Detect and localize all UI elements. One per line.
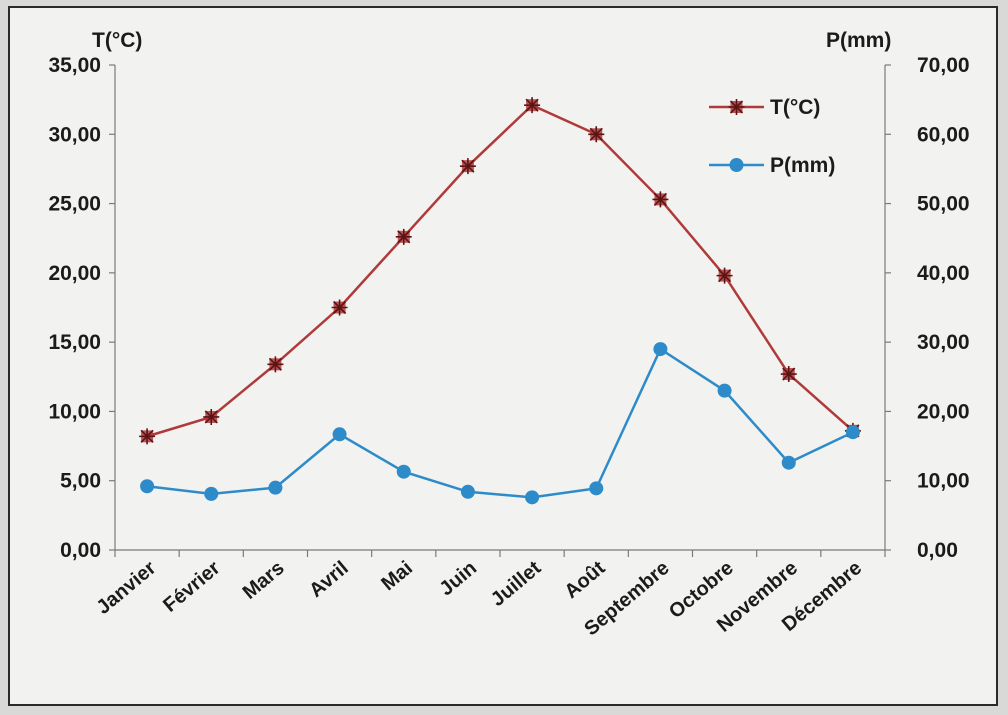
series-point-mark-0 [588, 126, 605, 143]
x-category-label: Février [159, 557, 224, 617]
right-axis-title: P(mm) [826, 29, 891, 52]
x-category-label: Mai [377, 557, 417, 595]
x-category-label: Juin [435, 557, 481, 600]
x-category-label: Août [560, 557, 609, 603]
series-point-1 [140, 479, 155, 494]
right-tick-label: 40,00 [917, 262, 970, 285]
series-point-mark-0 [267, 356, 284, 373]
series-line-1 [146, 347, 854, 499]
series-point-1 [653, 342, 668, 357]
series-point-mark-0 [331, 299, 348, 316]
series-point-1 [781, 455, 796, 470]
series-point-mark-0 [780, 366, 797, 383]
left-tick-label: 35,00 [48, 54, 101, 77]
series-point-1 [268, 480, 283, 495]
series-point-1 [845, 425, 860, 440]
left-tick-label: 15,00 [48, 331, 101, 354]
series-point-mark-0 [139, 428, 156, 445]
series-point-1 [396, 464, 411, 479]
chart-frame [8, 6, 998, 706]
legend-label-0: T(°C) [770, 96, 820, 119]
series-point-mark-0 [652, 191, 669, 208]
series-layer [139, 97, 861, 505]
series-point-mark-0 [716, 267, 733, 284]
axes: 0,00 5,00 10,00 15,00 20,00 25,00 30,00 35,00 0,… [48, 29, 969, 640]
left-tick-label: 20,00 [48, 262, 101, 285]
right-tick-label: 0,00 [917, 539, 958, 562]
x-category-label: Avril [305, 557, 353, 602]
right-tick-label: 20,00 [917, 400, 970, 423]
series-point-1 [204, 486, 219, 501]
right-tick-label: 10,00 [917, 470, 970, 493]
series-point-mark-0 [395, 228, 412, 245]
series-point-1 [460, 484, 475, 499]
x-category-label: Janvier [92, 557, 160, 619]
right-tick-label: 30,00 [917, 331, 970, 354]
right-tick-label: 70,00 [917, 54, 970, 77]
x-category-label: Mars [239, 557, 289, 604]
series-point-1 [717, 383, 732, 398]
x-category-label: Juillet [487, 557, 546, 611]
legend: T(°C) P(mm) [709, 96, 835, 177]
left-tick-label: 25,00 [48, 193, 101, 216]
legend-label-1: P(mm) [770, 154, 835, 177]
series-point-mark-0 [524, 97, 541, 114]
right-tick-label: 50,00 [917, 193, 970, 216]
legend-marker-star-0 [728, 99, 745, 115]
series-point-1 [332, 427, 347, 442]
series-point-mark-0 [203, 408, 220, 425]
series-point-mark-0 [459, 158, 476, 175]
right-tick-label: 60,00 [917, 123, 970, 146]
left-tick-label: 10,00 [48, 400, 101, 423]
left-tick-label: 30,00 [48, 123, 101, 146]
series-point-1 [589, 481, 604, 496]
left-axis-title: T(°C) [92, 29, 142, 52]
left-tick-label: 5,00 [60, 470, 101, 493]
series-line-0 [146, 103, 854, 438]
left-tick-label: 0,00 [60, 539, 101, 562]
series-point-1 [525, 490, 540, 505]
legend-marker-1 [729, 158, 744, 172]
